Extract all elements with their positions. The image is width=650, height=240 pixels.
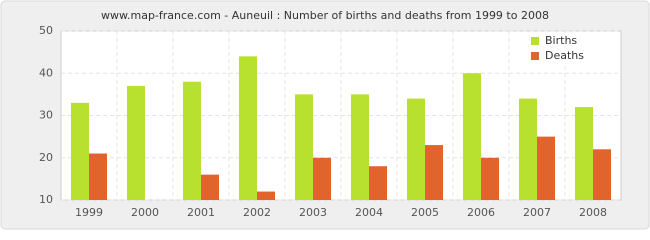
legend-label: Deaths — [545, 49, 584, 62]
bar — [593, 149, 611, 200]
legend-swatch — [531, 52, 539, 60]
bar — [351, 94, 369, 200]
x-tick-label: 2003 — [299, 206, 327, 219]
bar — [295, 94, 313, 200]
x-tick-label: 2006 — [467, 206, 495, 219]
bar — [575, 107, 593, 200]
bar — [201, 174, 219, 200]
chart-title: www.map-france.com - Auneuil : Number of… — [101, 9, 549, 22]
bar — [239, 56, 257, 200]
bar — [481, 157, 499, 200]
y-tick-label: 20 — [39, 151, 53, 164]
bar — [463, 73, 481, 200]
bar — [313, 157, 331, 200]
bar — [537, 136, 555, 200]
x-tick-label: 2000 — [131, 206, 159, 219]
y-tick-label: 50 — [39, 24, 53, 37]
bar — [369, 166, 387, 200]
legend-label: Births — [545, 34, 577, 47]
bar — [407, 98, 425, 200]
bar — [89, 153, 107, 200]
bar — [183, 81, 201, 200]
x-tick-label: 2002 — [243, 206, 271, 219]
x-tick-label: 2004 — [355, 206, 383, 219]
x-tick-label: 2001 — [187, 206, 215, 219]
bar — [519, 98, 537, 200]
bar — [425, 145, 443, 200]
chart: www.map-france.com - Auneuil : Number of… — [0, 0, 650, 230]
bar — [257, 191, 275, 200]
x-tick-label: 2007 — [523, 206, 551, 219]
x-tick-label: 2008 — [579, 206, 607, 219]
y-tick-label: 40 — [39, 66, 53, 79]
bar — [127, 85, 145, 200]
y-tick-label: 30 — [39, 109, 53, 122]
legend-swatch — [531, 37, 539, 45]
x-tick-label: 1999 — [75, 206, 103, 219]
bar — [71, 102, 89, 200]
x-tick-label: 2005 — [411, 206, 439, 219]
y-tick-label: 10 — [39, 193, 53, 206]
